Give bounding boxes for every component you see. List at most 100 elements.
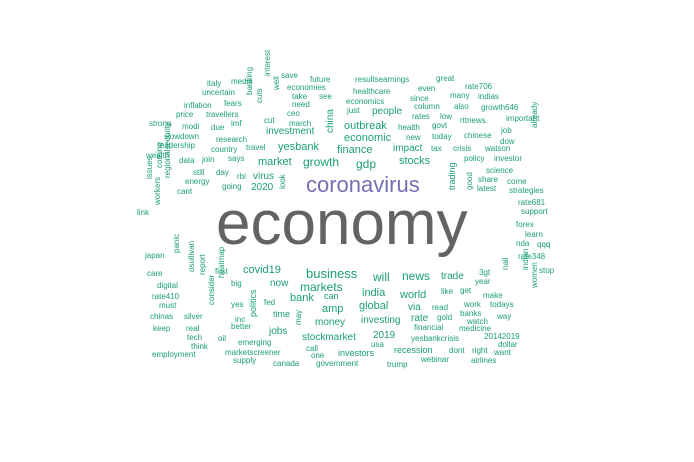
word: can	[324, 291, 339, 301]
word: airlines	[471, 356, 497, 365]
word: still	[193, 168, 205, 177]
word: yes	[231, 300, 244, 309]
word: healthcare	[353, 87, 391, 96]
word: todays	[490, 300, 514, 309]
word: inc	[235, 315, 246, 324]
word: trading	[447, 162, 457, 190]
word: 2020	[251, 182, 274, 193]
word: need	[292, 100, 310, 109]
word: cuts	[255, 88, 264, 103]
word: since	[410, 94, 429, 103]
word: crisis	[453, 144, 472, 153]
word: heatmap	[217, 246, 226, 278]
word: policy	[464, 154, 485, 163]
word: marketscreener	[225, 348, 281, 357]
word: energy	[185, 177, 210, 186]
word: growth	[303, 155, 340, 169]
word: rate348	[518, 252, 546, 261]
word: trump	[387, 360, 408, 369]
word: 20142019	[484, 332, 520, 341]
word: money	[315, 317, 346, 328]
word: consider	[207, 274, 216, 305]
word: economic	[344, 132, 392, 144]
word: must	[159, 301, 177, 310]
word: low	[440, 112, 453, 121]
word: share	[478, 175, 499, 184]
word: rate681	[518, 198, 546, 207]
word: silver	[184, 312, 203, 321]
word: learn	[525, 230, 543, 239]
word: banks	[460, 309, 482, 318]
word: latest	[477, 184, 497, 193]
word: business	[306, 266, 358, 281]
word: economics	[346, 97, 385, 106]
word: big	[231, 279, 242, 288]
word: interest	[263, 49, 272, 76]
word: gold	[437, 313, 453, 322]
word: watch	[467, 317, 488, 326]
word: covid19	[243, 264, 281, 276]
word: employment	[152, 350, 196, 359]
word: via	[408, 302, 421, 313]
word: 3gt	[479, 268, 491, 277]
word: strong	[149, 119, 172, 128]
word: data	[179, 156, 195, 165]
word: people	[372, 106, 403, 117]
word: investing	[361, 315, 401, 326]
word: workers	[153, 176, 162, 205]
word: support	[521, 207, 548, 216]
word: way	[497, 312, 512, 321]
word: politics	[248, 289, 258, 317]
word: global	[359, 300, 389, 312]
word: dont	[449, 346, 465, 355]
word: rate706	[465, 82, 493, 91]
word: world	[400, 289, 427, 301]
word: economy	[216, 189, 468, 258]
word: call	[306, 344, 319, 353]
word: may	[294, 309, 303, 325]
word: take	[292, 92, 308, 101]
word: going	[222, 182, 242, 191]
word: recession	[394, 345, 433, 355]
word: medicine	[459, 324, 492, 333]
word: price	[176, 110, 194, 119]
word: already	[530, 101, 539, 128]
word: rbi	[237, 172, 246, 181]
word: leadership	[158, 141, 195, 150]
word: govt	[432, 121, 448, 130]
word: science	[486, 166, 514, 175]
word: qqq	[537, 240, 551, 249]
word: 2019	[373, 330, 396, 341]
word: news	[402, 269, 431, 283]
word: webinar	[421, 355, 450, 364]
word: says	[228, 154, 245, 163]
word: oil	[218, 334, 227, 343]
word: like	[441, 287, 454, 296]
word: look	[278, 174, 287, 189]
word: italy	[207, 79, 222, 88]
word: march	[289, 119, 312, 128]
word: jobs	[269, 326, 288, 337]
word: government	[316, 359, 359, 368]
word: amp	[322, 303, 344, 315]
word: important	[506, 114, 540, 123]
word: slowdown	[164, 132, 200, 141]
word: ceo	[287, 109, 300, 118]
word: first	[215, 267, 228, 276]
word: read	[432, 303, 449, 312]
word: research	[216, 135, 248, 144]
word: even	[418, 84, 436, 93]
word: tech	[187, 333, 203, 342]
word: future	[310, 75, 331, 84]
word: economies	[287, 83, 326, 92]
word: fears	[224, 99, 242, 108]
word: yesbankcrisis	[411, 334, 460, 343]
word: fed	[264, 298, 276, 307]
word: investment	[266, 126, 315, 137]
word: chinese	[464, 131, 492, 140]
word: also	[454, 102, 469, 111]
word: strategies	[509, 186, 544, 195]
word: bank	[290, 292, 314, 304]
word: new	[406, 133, 421, 142]
word: year	[475, 277, 491, 286]
